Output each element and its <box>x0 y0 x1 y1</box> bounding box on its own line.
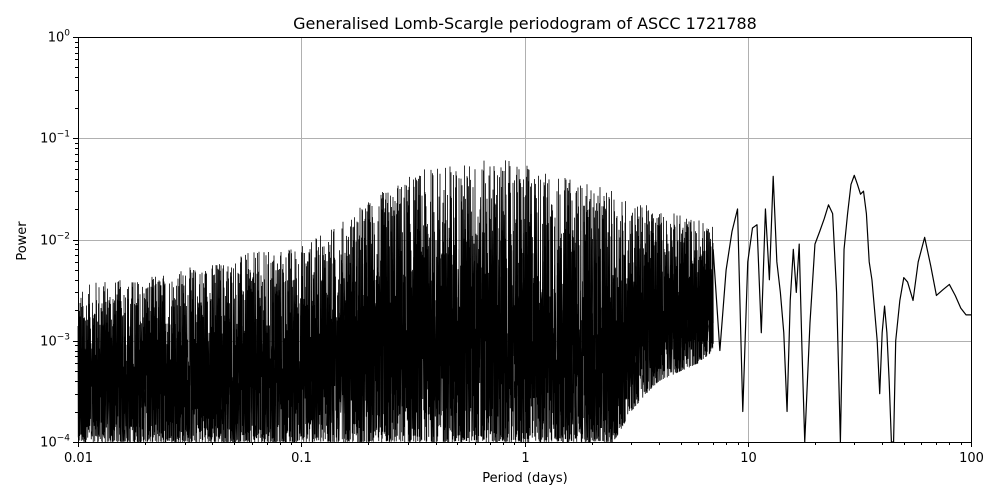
periodogram-dense-trace <box>77 160 714 443</box>
y-tick-label: 10−2 <box>40 232 70 249</box>
x-axis: 0.01 0.1 1 10 100 <box>64 442 984 466</box>
y-tick-label: 100 <box>48 29 71 46</box>
y-tick-label: 10−1 <box>40 130 70 147</box>
y-tick-label: 10−4 <box>40 434 70 451</box>
periodogram-series-line <box>712 174 971 443</box>
x-tick-label: 1 <box>521 451 529 466</box>
x-tick-label: 0.1 <box>291 451 312 466</box>
x-tick-label: 100 <box>959 451 984 466</box>
x-tick-label: 10 <box>740 451 757 466</box>
x-axis-title: Period (days) <box>482 471 568 486</box>
x-tick-label: 0.01 <box>64 451 93 466</box>
chart-title: Generalised Lomb-Scargle periodogram of … <box>293 14 757 33</box>
y-axis: 10−4 10−3 10−2 10−1 100 <box>40 29 78 451</box>
y-axis-title: Power <box>15 221 30 261</box>
plot-area <box>77 160 971 443</box>
y-tick-label: 10−3 <box>40 333 70 350</box>
